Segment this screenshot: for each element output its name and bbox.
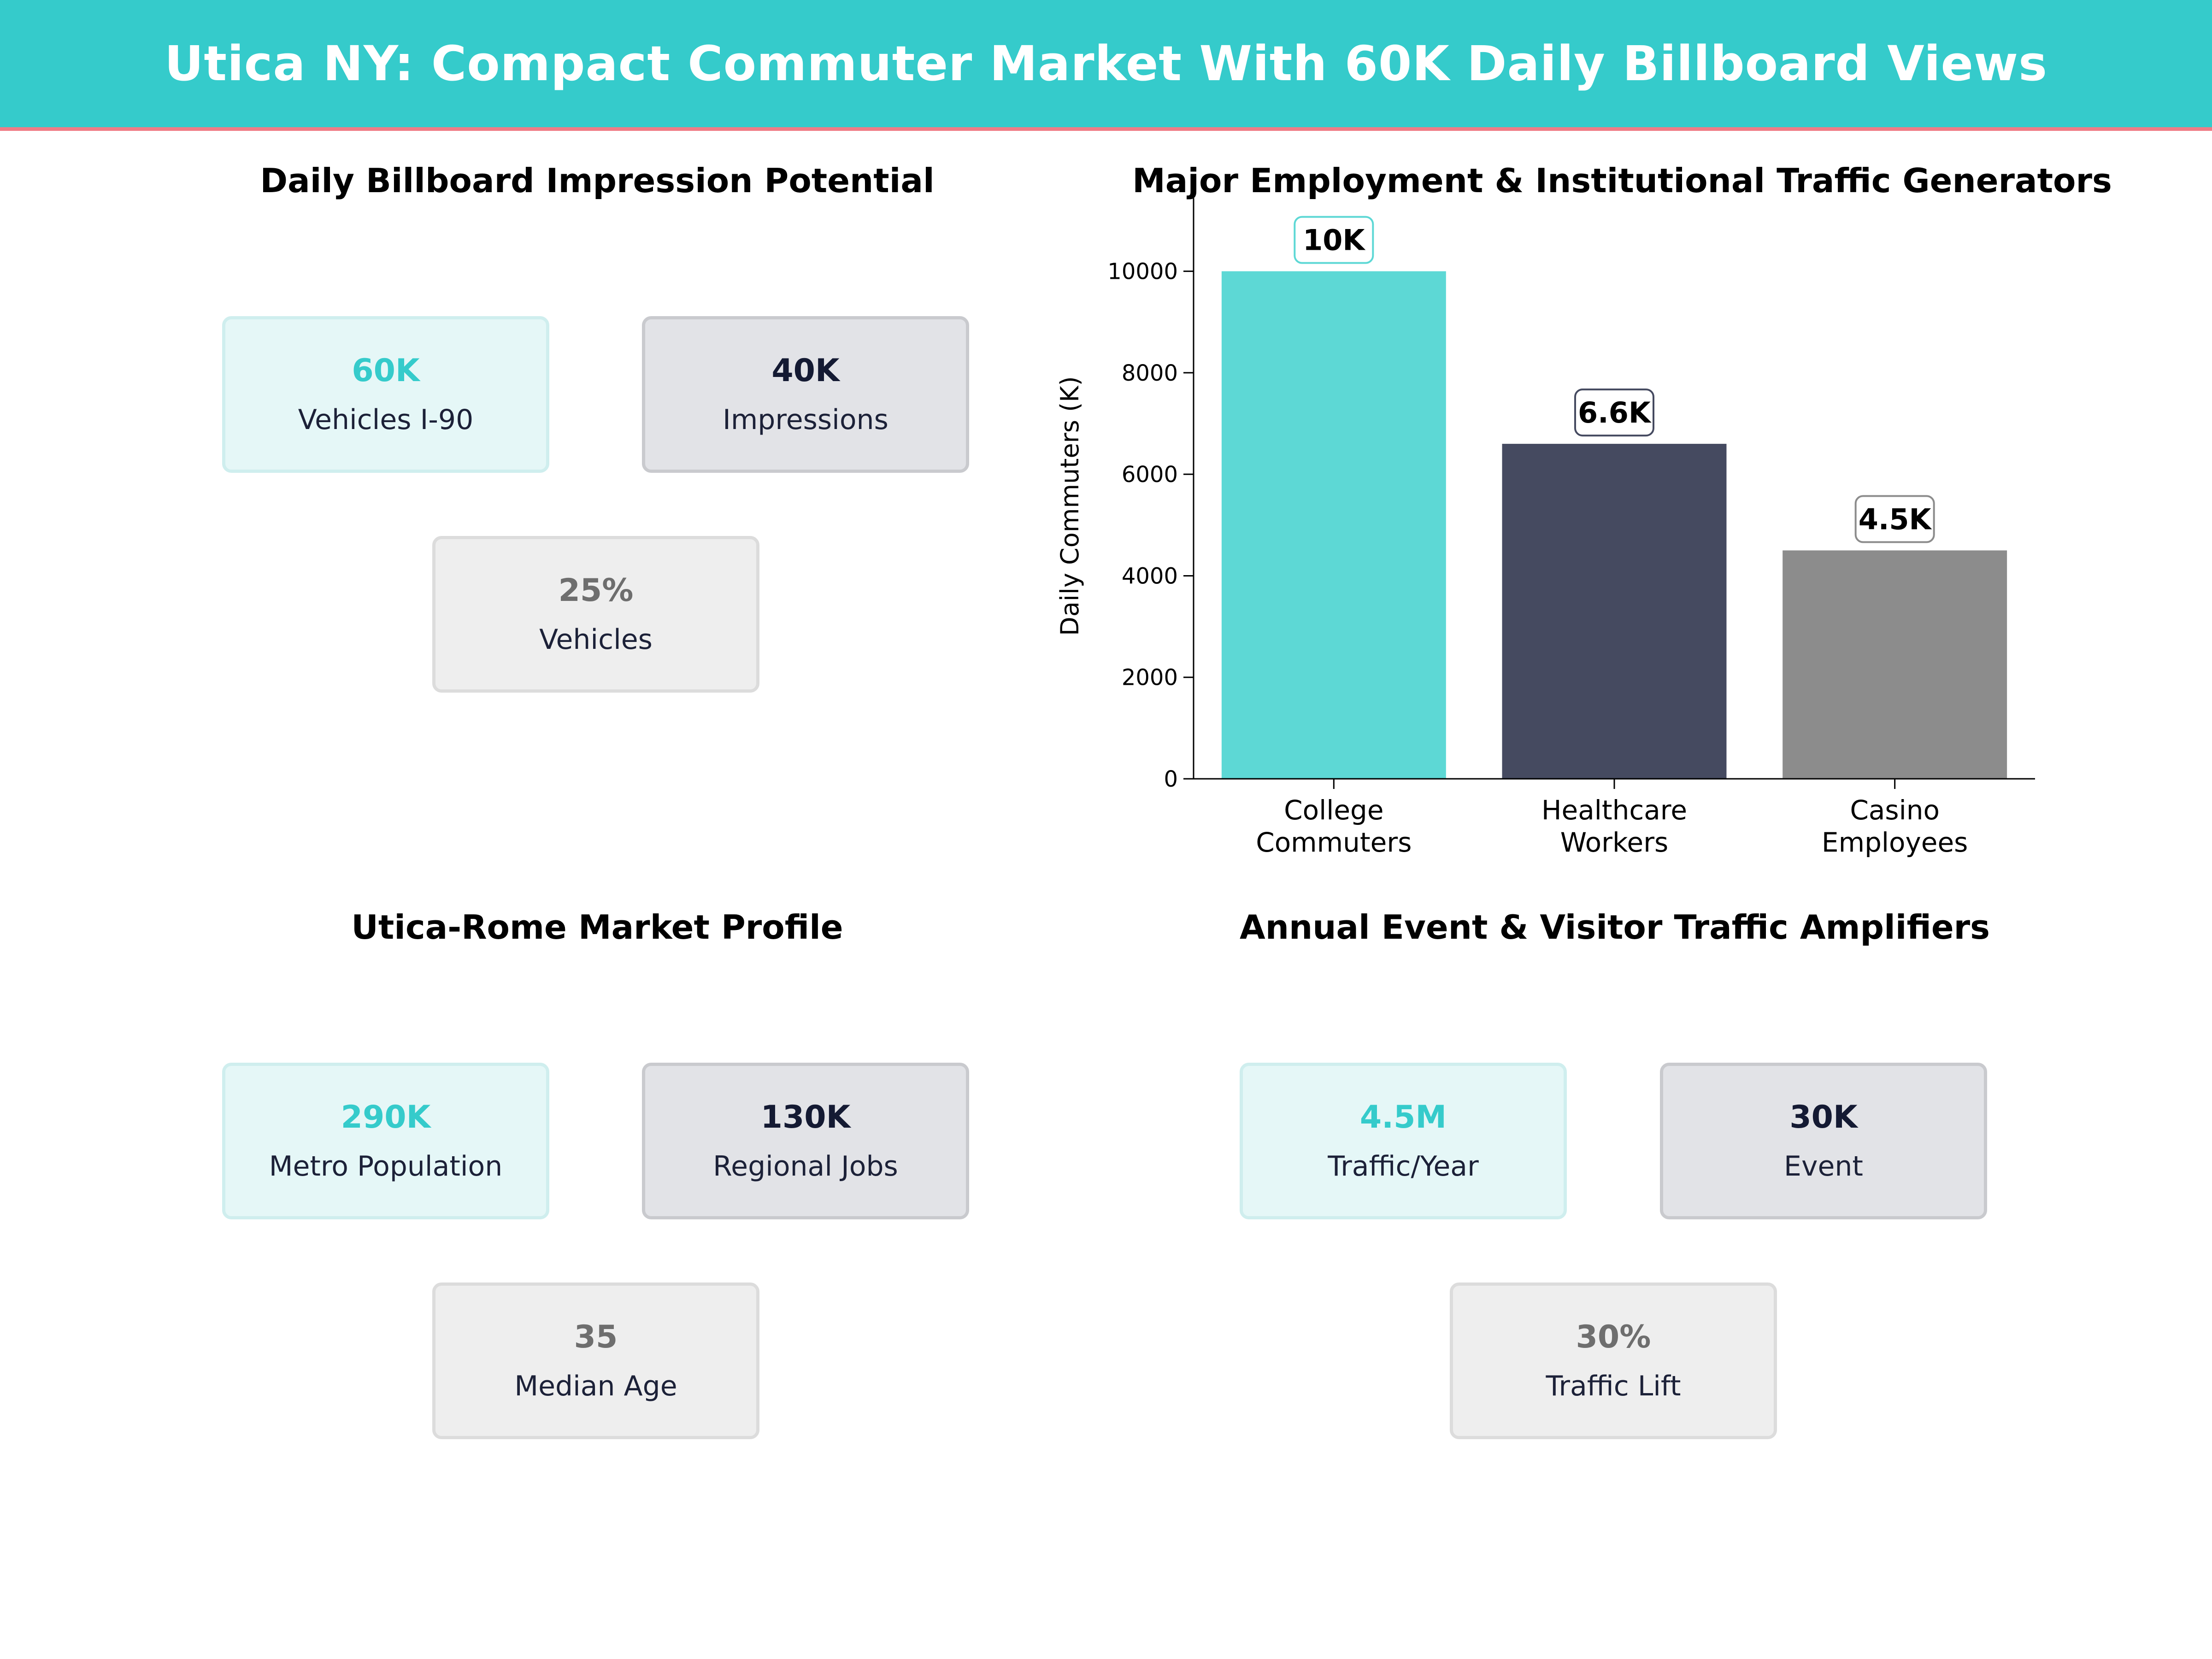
bar bbox=[1502, 444, 1727, 779]
data-label-box bbox=[1574, 388, 1654, 437]
kpi-label: Traffic/Year bbox=[1328, 1150, 1479, 1182]
y-tick-label: 2000 bbox=[1122, 665, 1178, 691]
kpi-value: 30K bbox=[1789, 1099, 1858, 1135]
x-tick-label: Commuters bbox=[1256, 827, 1412, 858]
kpi-value: 130K bbox=[760, 1099, 851, 1135]
kpi-label: Event bbox=[1784, 1150, 1863, 1182]
kpi-card-median-age: 35 Median Age bbox=[432, 1282, 759, 1439]
x-tick-label: Casino bbox=[1850, 794, 1940, 826]
y-tick-label: 8000 bbox=[1122, 360, 1178, 386]
kpi-value: 30% bbox=[1576, 1319, 1651, 1355]
kpi-label: Vehicles I-90 bbox=[298, 404, 474, 436]
page-title: Utica NY: Compact Commuter Market With 6… bbox=[164, 35, 2048, 92]
data-label: 10K bbox=[1303, 224, 1365, 257]
kpi-value: 25% bbox=[558, 572, 634, 609]
employment-chart-title: Major Employment & Institutional Traffic… bbox=[1132, 161, 2112, 200]
x-tick-label: Workers bbox=[1560, 827, 1669, 858]
kpi-card-traffic-year: 4.5M Traffic/Year bbox=[1240, 1063, 1567, 1219]
kpi-card-vehicles-share: 25% Vehicles bbox=[432, 536, 759, 693]
kpi-label: Vehicles bbox=[539, 624, 653, 656]
kpi-card-vehicles-i90: 60K Vehicles I-90 bbox=[222, 316, 549, 473]
kpi-label: Metro Population bbox=[269, 1150, 503, 1182]
data-label-box bbox=[1294, 216, 1374, 264]
kpi-card-regional-jobs: 130K Regional Jobs bbox=[642, 1063, 969, 1219]
kpi-card-impressions: 40K Impressions bbox=[642, 316, 969, 473]
kpi-value: 290K bbox=[341, 1099, 431, 1135]
x-tick-label: Employees bbox=[1822, 827, 1968, 858]
kpi-label: Regional Jobs bbox=[713, 1150, 898, 1182]
data-label-box bbox=[1854, 495, 1935, 543]
kpi-value: 4.5M bbox=[1359, 1099, 1447, 1135]
x-tick-label: College bbox=[1284, 794, 1383, 826]
y-tick-label: 0 bbox=[1164, 766, 1178, 792]
kpi-value: 35 bbox=[574, 1319, 618, 1355]
kpi-label: Traffic Lift bbox=[1546, 1370, 1681, 1402]
kpi-value: 60K bbox=[352, 353, 420, 389]
impressions-title: Daily Billboard Impression Potential bbox=[260, 161, 935, 200]
market-title: Utica-Rome Market Profile bbox=[351, 908, 843, 947]
events-title: Annual Event & Visitor Traffic Amplifier… bbox=[1239, 908, 1990, 947]
kpi-card-event: 30K Event bbox=[1660, 1063, 1987, 1219]
header-banner: Utica NY: Compact Commuter Market With 6… bbox=[0, 0, 2212, 131]
bar bbox=[1783, 550, 2007, 779]
y-tick-label: 6000 bbox=[1122, 462, 1178, 488]
kpi-label: Impressions bbox=[723, 404, 888, 436]
kpi-card-traffic-lift: 30% Traffic Lift bbox=[1450, 1282, 1777, 1439]
y-tick-label: 4000 bbox=[1122, 563, 1178, 589]
kpi-card-metro-population: 290K Metro Population bbox=[222, 1063, 549, 1219]
employment-bar-chart: 0 2000 4000 6000 8000 10000 10K CollegeCommuter… bbox=[1055, 198, 2035, 858]
data-label: 6.6K bbox=[1578, 396, 1652, 429]
data-label: 4.5K bbox=[1859, 502, 1932, 536]
kpi-value: 40K bbox=[771, 353, 840, 389]
bar bbox=[1221, 271, 1446, 779]
x-tick-label: Healthcare bbox=[1541, 794, 1687, 826]
kpi-label: Median Age bbox=[514, 1370, 677, 1402]
y-tick-label: 10000 bbox=[1107, 259, 1178, 285]
y-axis-title: Daily Commuters (K) bbox=[1055, 376, 1084, 635]
